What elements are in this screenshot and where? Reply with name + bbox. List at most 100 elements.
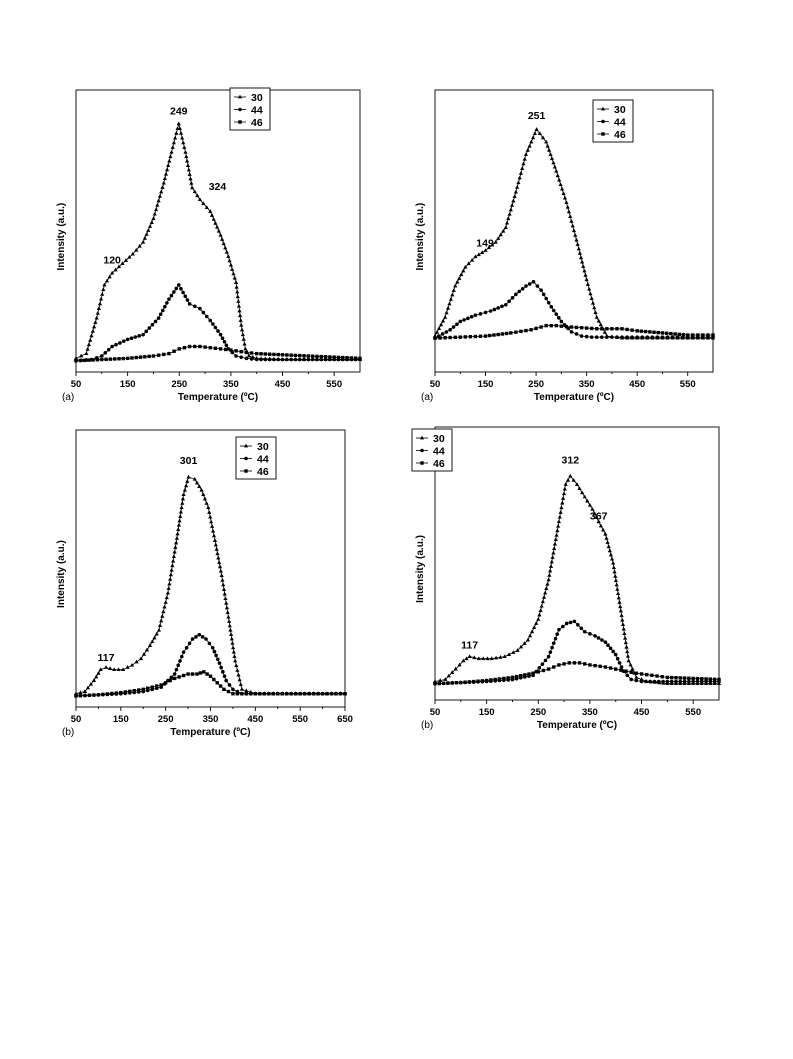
point-46 <box>665 675 670 680</box>
point-30 <box>555 173 560 178</box>
point-46 <box>588 663 592 667</box>
point-30 <box>466 261 471 266</box>
point-30 <box>241 337 246 341</box>
point-46 <box>212 677 216 682</box>
legend-label: 30 <box>251 92 263 104</box>
point-30 <box>525 637 531 642</box>
point-30 <box>575 242 580 246</box>
point-30 <box>116 264 122 269</box>
point-44 <box>562 323 567 327</box>
point-30 <box>209 519 214 524</box>
point-44 <box>119 691 123 696</box>
point-30 <box>515 185 520 189</box>
point-44 <box>531 280 536 284</box>
point-30 <box>600 326 605 330</box>
legend-box <box>229 87 271 131</box>
point-30 <box>184 154 189 159</box>
point-30 <box>695 681 700 686</box>
point-46 <box>137 688 141 692</box>
point-46 <box>117 357 121 361</box>
point-30 <box>171 554 176 558</box>
point-30 <box>156 627 162 632</box>
point-30 <box>581 264 586 268</box>
point-30 <box>254 356 259 360</box>
point-44 <box>150 322 155 327</box>
point-44 <box>172 290 176 294</box>
point-30 <box>432 679 438 683</box>
point-30 <box>153 207 159 212</box>
point-44 <box>469 314 474 319</box>
point-46 <box>669 675 674 680</box>
point-46 <box>496 332 500 337</box>
point-44 <box>110 344 114 349</box>
point-44 <box>222 339 227 344</box>
point-46 <box>215 681 219 685</box>
point-44 <box>488 309 493 313</box>
point-44 <box>158 312 163 317</box>
point-44 <box>520 286 525 291</box>
legend-marker <box>237 94 243 99</box>
point-44 <box>497 678 502 683</box>
point-46 <box>181 673 186 678</box>
point-30 <box>149 220 154 224</box>
legend-marker <box>243 443 249 448</box>
point-30 <box>174 540 179 545</box>
point-46 <box>687 676 691 680</box>
point-46 <box>506 676 510 680</box>
point-44 <box>181 650 186 654</box>
point-30 <box>237 308 242 313</box>
point-30 <box>129 662 135 667</box>
point-46 <box>130 356 134 360</box>
point-44 <box>549 305 554 309</box>
point-30 <box>186 167 191 172</box>
point-30 <box>609 334 615 339</box>
point-30 <box>97 301 103 306</box>
x-tick-label: 450 <box>247 714 263 725</box>
point-44 <box>506 678 510 682</box>
point-30 <box>185 163 191 167</box>
point-44 <box>154 686 159 691</box>
point-46 <box>226 689 231 694</box>
point-44 <box>493 679 498 683</box>
point-30 <box>152 635 157 640</box>
point-46 <box>267 352 272 356</box>
point-46 <box>448 335 452 340</box>
point-30 <box>615 591 621 596</box>
point-44 <box>183 294 188 299</box>
point-44 <box>176 663 181 668</box>
point-30 <box>680 335 685 340</box>
point-30 <box>245 350 250 354</box>
point-46 <box>514 330 518 334</box>
point-30 <box>201 201 206 205</box>
point-30 <box>538 608 543 612</box>
point-30 <box>537 131 542 136</box>
point-30 <box>673 681 679 686</box>
point-30 <box>171 558 176 563</box>
point-30 <box>310 357 315 361</box>
point-44 <box>197 632 202 637</box>
point-30 <box>515 648 520 652</box>
point-44 <box>603 640 608 644</box>
point-30 <box>558 182 563 187</box>
point-46 <box>235 692 240 696</box>
point-44 <box>540 662 545 666</box>
point-30 <box>174 131 179 135</box>
point-44 <box>94 355 99 360</box>
point-46 <box>87 358 91 362</box>
point-46 <box>224 347 228 352</box>
point-30 <box>699 681 704 686</box>
point-30 <box>536 617 541 621</box>
point-30 <box>161 180 166 185</box>
point-44 <box>147 326 152 330</box>
point-30 <box>556 523 561 528</box>
point-44 <box>212 649 217 654</box>
point-44 <box>231 687 235 692</box>
point-46 <box>603 665 608 669</box>
x-tick-label: 550 <box>685 707 701 718</box>
point-30 <box>467 654 472 659</box>
point-44 <box>176 283 181 287</box>
point-46 <box>310 354 315 358</box>
point-46 <box>539 325 543 329</box>
point-44 <box>179 286 183 291</box>
